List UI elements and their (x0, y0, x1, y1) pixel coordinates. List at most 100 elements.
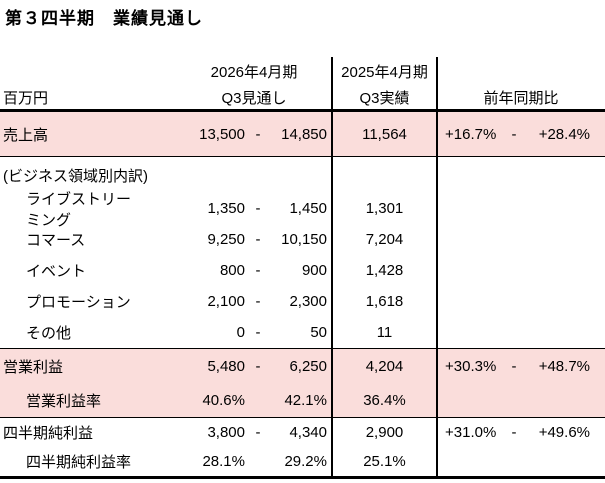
table-row-promotion: プロモーション 2,100 - 2,300 1,618 (0, 286, 605, 317)
forecast-range: 800 - 900 (140, 262, 332, 279)
yoy-high: +28.4% (538, 125, 590, 143)
yoy-range: +30.3% - +48.7% (437, 358, 605, 375)
forecast-low: 40.6% (202, 391, 245, 409)
row-label: ライブストリーミング (26, 190, 132, 229)
range-dash: - (255, 262, 261, 279)
forecast-low: 9,250 (207, 231, 245, 248)
yoy-high: +49.6% (538, 424, 590, 441)
forecast-high: 10,150 (281, 231, 327, 248)
row-label: 売上高 (3, 126, 49, 144)
row-label: プロモーション (26, 294, 131, 311)
forecast-range: 1,350 - 1,450 (140, 200, 332, 217)
forecast-low: 5,480 (207, 357, 245, 375)
range-dash (245, 392, 271, 409)
actual-value: 11 (376, 324, 393, 341)
forecast-high: 14,850 (281, 125, 327, 143)
forecast-range: 0 - 50 (140, 324, 332, 341)
forecast-high: 1,450 (289, 200, 327, 217)
unit-label: 百万円 (3, 89, 49, 107)
row-label: 四半期純利益率 (26, 454, 132, 471)
forecast-high: 42.1% (284, 391, 327, 409)
table-bottom-border (0, 476, 605, 479)
row-label: コマース (26, 232, 86, 249)
actual-value: 4,204 (365, 357, 404, 375)
column-divider-actual-yoy (436, 57, 438, 476)
forecast-low: 28.1% (202, 453, 245, 470)
forecast-high: 29.2% (284, 453, 327, 470)
forecast-low: 1,350 (207, 200, 245, 217)
actual-value: 1,618 (365, 293, 404, 310)
forecast-low: 2,100 (207, 293, 245, 310)
range-dash: - (255, 200, 261, 217)
range-dash: - (255, 293, 261, 310)
table-header-row-1: 2026年4月期 2025年4月期 (0, 57, 605, 85)
actual-value: 2,900 (365, 424, 404, 441)
row-label: 四半期純利益 (3, 425, 94, 442)
table-row-livestreaming: ライブストリーミング 1,350 - 1,450 1,301 (0, 191, 605, 229)
table-row-net-margin: 四半期純利益率 28.1% 29.2% 25.1% (0, 447, 605, 476)
table-row-events: イベント 800 - 900 1,428 (0, 255, 605, 286)
header-actual-fiscal-year: 2025年4月期 (341, 63, 428, 81)
yoy-dash: - (511, 357, 517, 375)
forecast-low: 0 (236, 324, 245, 341)
row-divider (0, 348, 605, 349)
forecast-range: 40.6% 42.1% (140, 392, 332, 409)
table-header-row-2: 百万円 Q3見通し Q3実績 前年同期比 (0, 85, 605, 109)
forecast-high: 900 (301, 262, 327, 279)
yoy-dash: - (511, 125, 517, 143)
row-divider (0, 417, 605, 418)
row-label: イベント (26, 263, 87, 280)
forecast-low: 3,800 (207, 424, 245, 441)
row-label: その他 (26, 325, 72, 342)
forecast-range: 9,250 - 10,150 (140, 231, 332, 248)
range-dash: - (255, 231, 261, 248)
yoy-range: +31.0% - +49.6% (437, 424, 605, 441)
results-forecast-table: 2026年4月期 2025年4月期 百万円 Q3見通し Q3実績 前年同期比 売… (0, 57, 605, 479)
table-row-net-income: 四半期純利益 3,800 - 4,340 2,900 +31.0% - +49.… (0, 418, 605, 447)
yoy-dash: - (511, 424, 517, 441)
table-row-commerce: コマース 9,250 - 10,150 7,204 (0, 224, 605, 255)
header-actual-q3: Q3実績 (359, 89, 410, 107)
forecast-range: 3,800 - 4,340 (140, 424, 332, 441)
row-label: 営業利益 (3, 358, 64, 376)
row-divider (0, 156, 605, 157)
forecast-high: 6,250 (289, 357, 327, 375)
yoy-high: +48.7% (538, 357, 590, 375)
table-row-operating-profit: 営業利益 5,480 - 6,250 4,204 +30.3% - +48.7% (0, 349, 605, 383)
forecast-range: 13,500 - 14,850 (140, 126, 332, 143)
forecast-range: 2,100 - 2,300 (140, 293, 332, 310)
actual-value: 1,428 (365, 262, 404, 279)
yoy-low: +30.3% (445, 357, 497, 375)
yoy-low: +16.7% (445, 125, 497, 143)
column-divider-forecast-actual (331, 57, 333, 476)
table-row-others: その他 0 - 50 11 (0, 317, 605, 348)
actual-value: 36.4% (363, 391, 406, 409)
row-label: 営業利益率 (26, 392, 102, 410)
header-forecast-q3: Q3見通し (221, 89, 287, 107)
forecast-range: 28.1% 29.2% (140, 453, 332, 470)
actual-value: 7,204 (365, 231, 404, 248)
forecast-high: 50 (310, 324, 327, 341)
actual-value: 11,564 (362, 125, 407, 143)
forecast-low: 13,500 (199, 125, 245, 143)
header-divider-thick (0, 109, 605, 112)
section-label: (ビジネス領域別内訳) (3, 167, 148, 185)
table-row-operating-margin: 営業利益率 40.6% 42.1% 36.4% (0, 383, 605, 417)
forecast-high: 4,340 (289, 424, 327, 441)
range-dash: - (255, 125, 261, 143)
yoy-low: +31.0% (445, 424, 497, 441)
header-forecast-fiscal-year: 2026年4月期 (210, 63, 298, 81)
range-dash: - (255, 357, 261, 375)
table-row-breakdown-section: (ビジネス領域別内訳) (0, 157, 605, 193)
range-dash: - (255, 424, 261, 441)
yoy-range: +16.7% - +28.4% (437, 126, 605, 143)
forecast-range: 5,480 - 6,250 (140, 358, 332, 375)
table-row-revenue: 売上高 13,500 - 14,850 11,564 +16.7% - +28.… (0, 112, 605, 156)
forecast-low: 800 (219, 262, 245, 279)
page-title: 第３四半期 業績見通し (5, 9, 203, 28)
actual-value: 25.1% (363, 453, 406, 470)
actual-value: 1,301 (365, 200, 404, 217)
range-dash (245, 453, 271, 470)
range-dash: - (255, 324, 261, 341)
